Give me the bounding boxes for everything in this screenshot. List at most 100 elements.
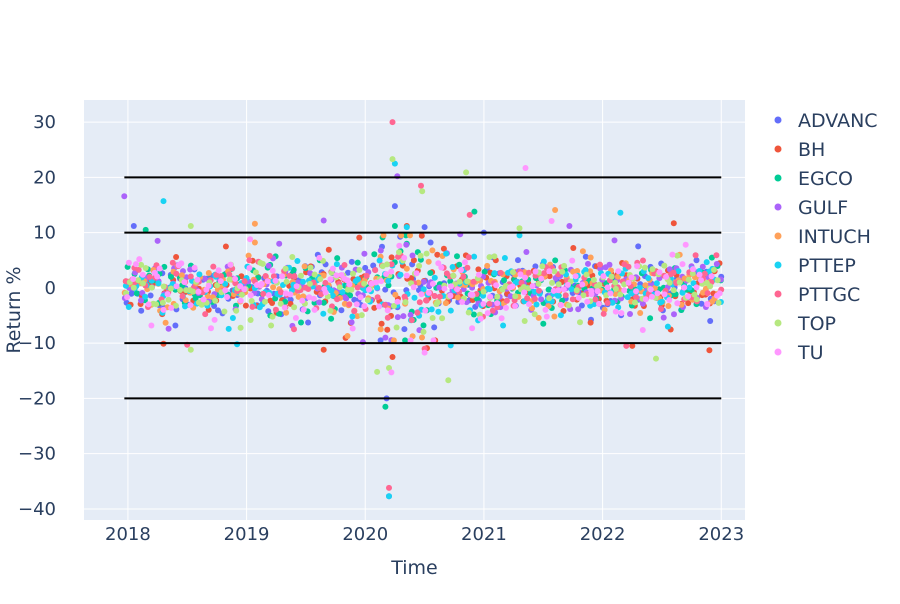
data-point xyxy=(383,271,390,277)
data-point xyxy=(299,297,306,304)
data-point xyxy=(401,326,408,333)
data-point xyxy=(338,307,345,314)
data-point xyxy=(269,267,276,274)
data-point xyxy=(348,286,355,293)
data-point xyxy=(486,300,493,307)
data-point xyxy=(349,313,356,320)
data-point xyxy=(354,284,361,291)
data-point xyxy=(221,308,228,315)
data-point xyxy=(425,258,432,265)
data-point xyxy=(400,313,407,320)
data-point xyxy=(229,315,236,321)
data-point xyxy=(618,310,625,317)
data-point xyxy=(420,286,427,293)
data-point xyxy=(218,273,224,279)
x-tick-label: 2020 xyxy=(342,524,388,545)
data-point xyxy=(408,317,415,324)
data-point xyxy=(420,278,427,285)
data-point xyxy=(551,268,558,275)
data-point xyxy=(584,298,591,305)
data-point xyxy=(532,263,539,270)
data-point xyxy=(385,282,392,289)
data-point xyxy=(661,291,668,298)
data-point xyxy=(287,291,294,298)
data-point xyxy=(575,306,582,313)
data-point xyxy=(142,226,149,233)
legend-marker xyxy=(774,261,782,269)
data-point xyxy=(525,269,532,276)
data-point xyxy=(282,290,289,297)
legend-item-top[interactable]: TOP xyxy=(774,313,837,335)
data-point xyxy=(142,265,149,271)
data-point xyxy=(233,307,240,314)
legend-item-tu[interactable]: TU xyxy=(774,342,824,364)
data-point xyxy=(317,276,324,283)
data-point xyxy=(403,272,410,279)
data-point xyxy=(305,319,312,326)
data-point xyxy=(494,300,501,307)
data-point xyxy=(423,250,430,257)
x-tick-label: 2018 xyxy=(105,524,151,545)
data-point xyxy=(690,280,697,287)
y-tick-label: 30 xyxy=(33,112,56,133)
data-point xyxy=(470,278,477,285)
data-point xyxy=(329,292,336,299)
data-point xyxy=(594,288,601,295)
data-point xyxy=(546,268,553,275)
legend-item-pttgc[interactable]: PTTGC xyxy=(774,284,861,306)
data-point xyxy=(351,308,358,315)
data-point xyxy=(377,247,384,254)
data-point xyxy=(443,250,450,257)
data-point xyxy=(362,264,369,271)
data-point xyxy=(377,337,384,344)
legend-item-bh[interactable]: BH xyxy=(774,139,826,161)
data-point xyxy=(389,354,396,360)
data-point xyxy=(194,276,201,283)
legend-item-gulf[interactable]: GULF xyxy=(774,197,849,219)
data-point xyxy=(262,298,268,305)
data-point xyxy=(512,293,519,300)
data-point xyxy=(196,271,203,278)
data-point xyxy=(333,261,340,268)
legend-label: EGCO xyxy=(798,168,853,190)
data-point xyxy=(615,268,622,275)
data-point xyxy=(226,276,233,283)
data-point xyxy=(346,301,353,308)
data-point xyxy=(361,303,368,310)
data-point xyxy=(615,273,621,280)
legend-item-pttep[interactable]: PTTEP xyxy=(774,255,856,277)
data-point xyxy=(510,269,516,276)
data-point xyxy=(202,311,209,318)
data-point xyxy=(428,306,435,313)
data-point xyxy=(522,274,528,281)
data-point xyxy=(637,310,644,316)
data-point xyxy=(391,223,398,229)
data-point xyxy=(386,484,392,491)
data-point xyxy=(403,265,410,272)
data-point xyxy=(447,292,454,299)
data-point xyxy=(418,232,425,239)
data-point xyxy=(538,275,545,282)
legend-marker xyxy=(774,290,782,298)
data-point xyxy=(269,300,276,306)
data-point xyxy=(350,270,356,277)
data-point xyxy=(361,280,368,287)
data-point xyxy=(538,296,545,303)
legend-item-advanc[interactable]: ADVANC xyxy=(774,110,878,132)
data-point xyxy=(264,278,271,285)
data-point xyxy=(675,268,682,275)
data-point xyxy=(540,320,547,327)
legend-marker xyxy=(774,145,782,153)
data-point xyxy=(454,286,461,293)
data-point xyxy=(430,337,437,344)
data-point xyxy=(522,165,529,171)
legend-item-intuch[interactable]: INTUCH xyxy=(774,226,871,248)
legend-item-egco[interactable]: EGCO xyxy=(774,168,853,190)
data-point xyxy=(624,294,631,301)
data-point xyxy=(138,261,145,268)
data-point xyxy=(232,280,239,287)
data-point xyxy=(625,263,632,270)
data-point xyxy=(215,307,221,314)
data-point xyxy=(542,306,549,313)
legend-marker xyxy=(774,203,782,211)
